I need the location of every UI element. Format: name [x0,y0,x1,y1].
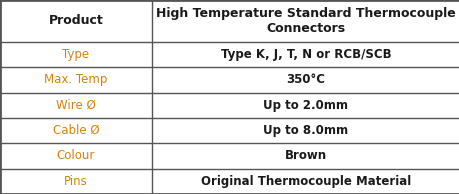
Text: Up to 2.0mm: Up to 2.0mm [263,99,347,112]
Text: Up to 8.0mm: Up to 8.0mm [263,124,348,137]
Bar [0,169,151,194]
Text: Type K, J, T, N or RCB/SCB: Type K, J, T, N or RCB/SCB [220,48,390,61]
Text: Wire Ø: Wire Ø [56,99,95,112]
Text: Product: Product [48,14,103,27]
Bar [0,67,151,93]
Text: Pins: Pins [64,175,88,188]
Text: 350°C: 350°C [286,73,325,86]
Text: Colour: Colour [56,149,95,162]
Bar [0,93,151,118]
Bar [151,42,459,67]
Bar [0,42,151,67]
Text: Max. Temp: Max. Temp [44,73,107,86]
Bar [0,143,151,169]
Text: Cable Ø: Cable Ø [52,124,99,137]
Bar [151,169,459,194]
Bar [151,118,459,143]
Bar [151,93,459,118]
Bar [151,0,459,42]
Text: Brown: Brown [284,149,326,162]
Text: Type: Type [62,48,89,61]
Bar [0,0,151,42]
Text: High Temperature Standard Thermocouple
Connectors: High Temperature Standard Thermocouple C… [156,7,455,35]
Text: Original Thermocouple Material: Original Thermocouple Material [200,175,410,188]
Bar [151,67,459,93]
Bar [151,143,459,169]
Bar [0,118,151,143]
